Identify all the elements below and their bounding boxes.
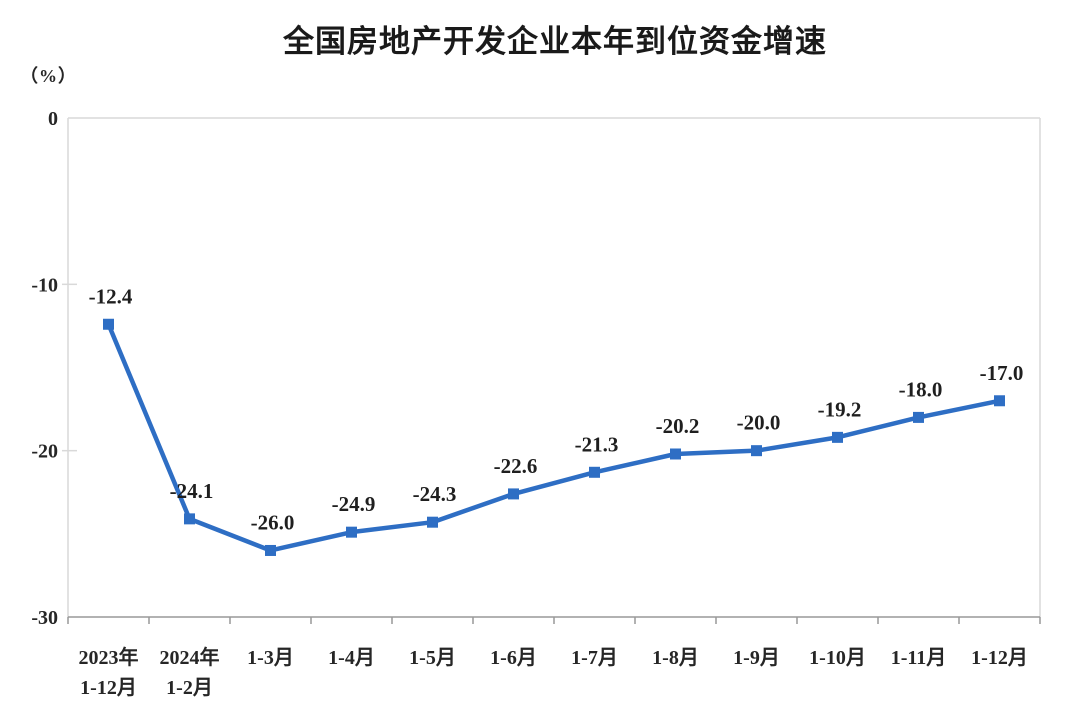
data-point-label: -12.4	[89, 284, 133, 308]
y-tick-label: -30	[31, 607, 58, 629]
x-tick-label: 2024年	[160, 645, 220, 669]
data-point-label: -26.0	[251, 510, 295, 534]
data-point-label: -24.3	[413, 482, 457, 506]
y-tick-label: -20	[31, 441, 58, 463]
y-tick-label: 0	[48, 108, 58, 130]
data-point-marker	[346, 526, 357, 538]
data-point-label: -20.0	[737, 411, 781, 435]
data-point-marker	[103, 318, 114, 330]
data-point-label: -19.2	[818, 397, 862, 421]
data-point-marker	[184, 513, 195, 525]
y-tick-label: -10	[31, 274, 58, 296]
data-point-label: -24.1	[170, 479, 214, 503]
data-point-marker	[427, 516, 438, 528]
x-tick-label: 1-2月	[166, 677, 213, 699]
x-tick-label: 1-7月	[571, 647, 618, 669]
x-tick-label: 1-12月	[80, 677, 137, 699]
y-axis-unit-label: （%）	[20, 66, 77, 86]
x-tick-label: 1-12月	[971, 647, 1028, 669]
line-series	[106, 322, 1002, 553]
x-tick-label: 1-9月	[733, 647, 780, 669]
data-point-label: -21.3	[575, 432, 619, 456]
x-tick-label: 1-11月	[891, 647, 947, 669]
x-tick-label: 2023年	[79, 645, 139, 669]
x-tick-label: 1-8月	[652, 647, 699, 669]
chart-title: 全国房地产开发企业本年到位资金增速	[283, 24, 827, 59]
data-point-marker	[670, 448, 681, 460]
data-point-marker	[913, 411, 924, 423]
data-point-label: -20.2	[656, 414, 700, 438]
data-point-label: -17.0	[980, 361, 1024, 385]
data-point-marker	[751, 445, 762, 457]
data-point-label: -22.6	[494, 454, 538, 478]
x-tick-label: 1-3月	[247, 647, 294, 669]
x-tick-label: 1-10月	[809, 647, 866, 669]
data-point-marker	[265, 544, 276, 556]
x-tick-label: 1-5月	[409, 647, 456, 669]
data-point-marker	[589, 466, 600, 478]
data-point-marker	[508, 488, 519, 500]
data-point-marker	[994, 395, 1005, 407]
x-tick-label: 1-6月	[490, 647, 537, 669]
x-tick-label: 1-4月	[328, 647, 375, 669]
data-point-label: -24.9	[332, 492, 376, 516]
data-point-marker	[832, 431, 843, 443]
data-point-label: -18.0	[899, 377, 943, 401]
